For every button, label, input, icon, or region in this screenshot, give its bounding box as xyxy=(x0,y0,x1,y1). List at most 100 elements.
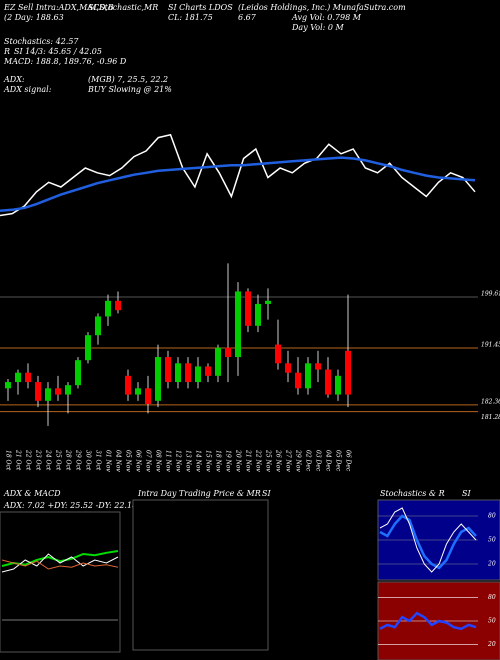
candle-body xyxy=(235,291,241,358)
header-text: (2 Day: 188.63 xyxy=(4,13,64,22)
candle-body xyxy=(255,303,261,326)
x-tick-label: 06 Dec xyxy=(345,450,352,472)
x-tick-label: 21 Oct xyxy=(15,449,22,471)
candle-body xyxy=(205,366,211,376)
header-text: 6.67 xyxy=(238,13,257,22)
candle-body xyxy=(175,363,181,383)
x-tick-label: 24 Oct xyxy=(45,449,52,471)
x-tick-label: 18 Oct xyxy=(5,450,12,471)
candle-body xyxy=(315,363,321,370)
candle-body xyxy=(215,347,221,376)
candle-body xyxy=(15,372,21,383)
series-line xyxy=(0,133,476,217)
header-text: BUY Slowing @ 21% xyxy=(87,85,172,94)
series-line xyxy=(379,514,477,570)
header-text: CL: 181.75 xyxy=(168,13,213,22)
header-text: ADX signal: xyxy=(3,85,52,94)
header-text: MACD: 188.8, 189.76, -0.96 D xyxy=(3,57,127,66)
x-tick-label: 02 Dec xyxy=(305,450,312,472)
panel-title: ADX & MACD xyxy=(3,489,61,498)
x-tick-label: 03 Dec xyxy=(315,450,322,472)
panel-title: Intra Day Trading Price & MR xyxy=(137,489,261,498)
series-line xyxy=(0,156,476,213)
x-tick-label: 21 Nov xyxy=(245,449,252,472)
candle-body xyxy=(5,382,11,389)
header-text: EZ Sell Intra:ADX,MACD,B xyxy=(3,3,114,12)
x-tick-label: 22 Oct xyxy=(25,449,32,471)
x-tick-label: 04 Nov xyxy=(115,450,122,472)
x-tick-label: 25 Oct xyxy=(55,449,62,471)
x-tick-label: 06 Nov xyxy=(135,450,142,472)
x-tick-label: 31 Oct xyxy=(95,450,102,471)
x-tick-label: 13 Nov xyxy=(185,450,192,472)
series-line xyxy=(379,611,477,631)
header-text: SI,Stochastic,MR xyxy=(88,3,158,12)
x-tick-label: 23 Oct xyxy=(35,449,42,471)
header-text: Stochastics: 42.57 xyxy=(4,37,79,46)
x-tick-label: 19 Nov xyxy=(225,450,232,472)
y-tick-label: 20 xyxy=(487,641,496,648)
header-text: SI Charts LDOS xyxy=(168,3,233,12)
candle-body xyxy=(345,350,351,395)
candle-body xyxy=(145,388,151,404)
x-tick-label: 08 Nov xyxy=(155,450,162,472)
x-tick-label: 27 Nov xyxy=(285,449,292,472)
series-line xyxy=(379,507,477,573)
x-tick-label: 12 Nov xyxy=(175,450,182,472)
candle-body xyxy=(325,369,331,395)
panel-subtitle: SI xyxy=(462,489,471,498)
candle-body xyxy=(275,344,281,364)
candle-body xyxy=(105,300,111,317)
x-tick-label: 01 Nov xyxy=(105,450,112,472)
x-tick-label: 05 Nov xyxy=(125,450,132,472)
candle-body xyxy=(75,360,81,386)
header-text: Avg Vol: 0.798 M xyxy=(291,13,362,22)
candle-body xyxy=(135,388,141,395)
x-tick-label: 29 Nov xyxy=(295,449,302,472)
candle-body xyxy=(65,385,71,395)
header-text: R xyxy=(3,47,10,56)
x-tick-label: 20 Nov xyxy=(235,449,242,472)
x-tick-label: 26 Nov xyxy=(275,449,282,472)
x-tick-label: 04 Dec xyxy=(325,450,332,472)
x-tick-label: 28 Oct xyxy=(65,449,72,471)
candle-body xyxy=(45,388,51,401)
x-tick-label: 05 Dec xyxy=(335,450,342,472)
series-line xyxy=(1,559,119,570)
y-tick-label: 199.61 xyxy=(481,291,500,298)
candle-body xyxy=(295,372,301,389)
x-tick-label: 30 Oct xyxy=(85,450,92,471)
candle-body xyxy=(55,388,61,395)
candle-body xyxy=(265,300,271,304)
x-tick-label: 15 Nov xyxy=(205,450,212,472)
x-tick-label: 07 Nov xyxy=(145,450,152,472)
candle-body xyxy=(245,291,251,326)
series-line xyxy=(1,553,119,573)
header-text: (MGB) 7, 25.5, 22.2 xyxy=(88,75,168,84)
x-tick-label: 29 Oct xyxy=(75,449,82,471)
y-tick-label: 182.36 xyxy=(481,398,500,405)
header-text: SI 14/3: 45.65 / 42.05 xyxy=(14,47,102,56)
x-tick-label: 25 Nov xyxy=(265,449,272,472)
header-text: (Leidos Holdings, Inc.) MunafaSutra.com xyxy=(238,3,406,12)
candle-body xyxy=(25,372,31,383)
candle-body xyxy=(155,357,161,401)
candle-body xyxy=(95,316,101,336)
y-tick-label: 20 xyxy=(487,561,496,568)
candle-body xyxy=(185,363,191,383)
candle-body xyxy=(115,300,121,311)
y-tick-label: 80 xyxy=(488,513,496,520)
x-tick-label: 18 Nov xyxy=(215,450,222,472)
x-tick-label: 22 Nov xyxy=(255,449,262,472)
candle-body xyxy=(335,375,341,395)
candle-body xyxy=(35,382,41,401)
y-tick-label: 80 xyxy=(488,594,496,601)
candle-body xyxy=(165,357,171,383)
candle-body xyxy=(125,375,131,395)
x-tick-label: 11 Nov xyxy=(165,450,172,472)
candle-body xyxy=(195,366,201,383)
candle-body xyxy=(285,363,291,373)
panel-subtitle: SI xyxy=(262,489,271,498)
panel-subtitle: ADX: 7.02 +DY: 25.52 -DY: 22.18 xyxy=(3,501,137,510)
